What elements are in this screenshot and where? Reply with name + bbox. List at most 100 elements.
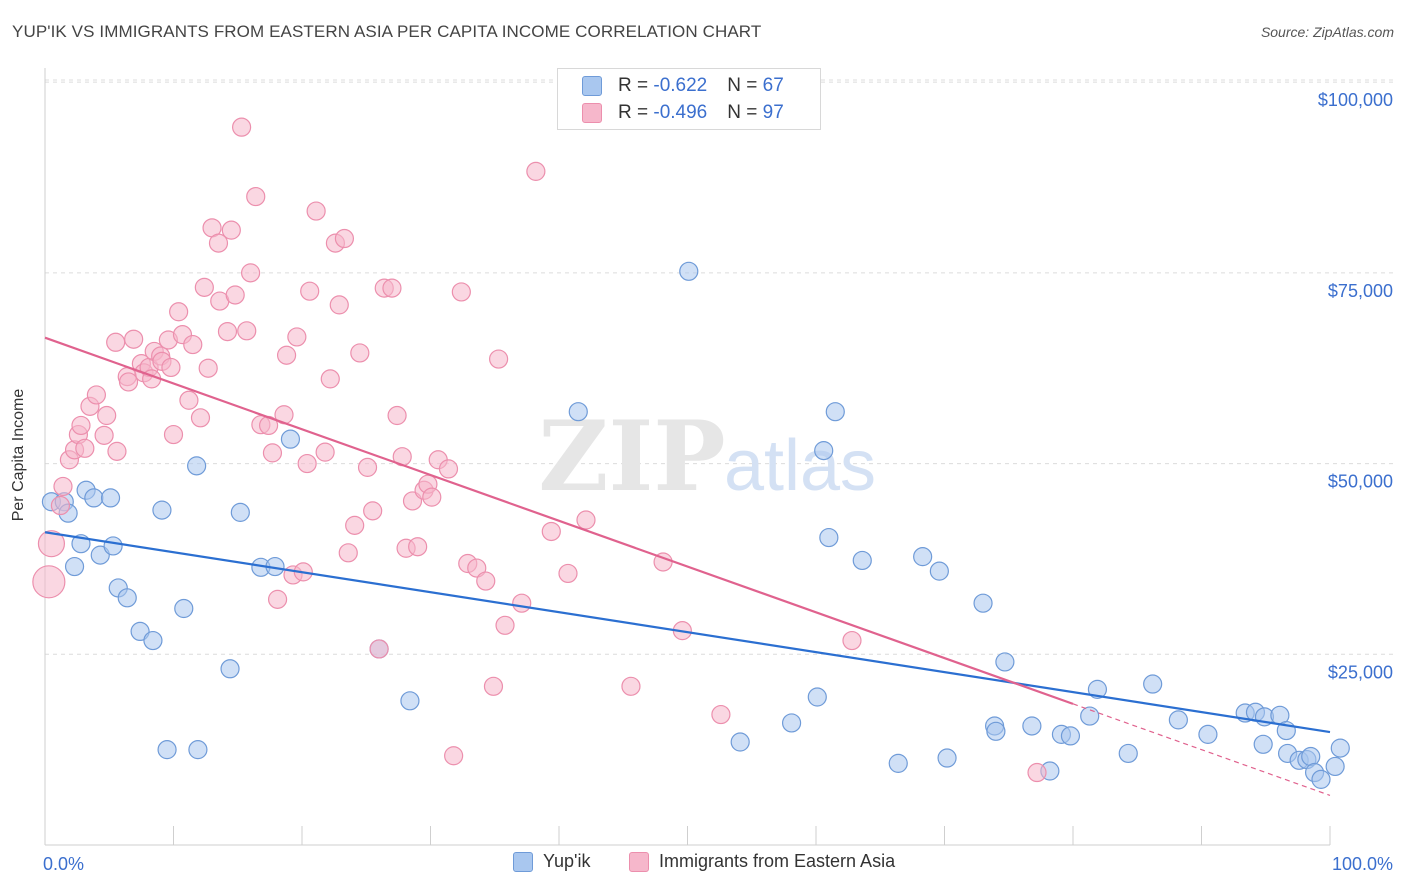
- yupik-point: [187, 456, 207, 476]
- eastern-asia-point: [300, 281, 320, 301]
- eastern-asia-point: [53, 476, 73, 497]
- eastern-asia-trend-line: [44, 336, 1074, 705]
- eastern-asia-point: [118, 372, 139, 392]
- yupik-point: [781, 713, 802, 733]
- yupik-point: [64, 556, 85, 577]
- eastern-asia-point: [541, 521, 561, 542]
- y-tick-label: $50,000: [1328, 472, 1393, 492]
- yupik-point: [937, 748, 957, 768]
- yupik-point: [220, 659, 240, 679]
- eastern-asia-point: [163, 424, 184, 445]
- yupik-point: [1253, 734, 1273, 754]
- source-label: Source: ZipAtlas.com: [1260, 24, 1394, 40]
- eastern-asia-point: [106, 332, 126, 352]
- legend-item-yupik[interactable]: Yup'ik: [513, 851, 590, 872]
- n-label: N =: [727, 75, 763, 96]
- n-label: N =: [727, 102, 763, 123]
- eastern-asia-point: [161, 357, 181, 378]
- yupik-point: [888, 753, 908, 773]
- stats-row-eastern-asia: R = -0.496 N = 97: [582, 100, 784, 126]
- eastern-asia-point: [94, 425, 114, 445]
- eastern-asia-point: [329, 295, 349, 315]
- eastern-asia-point: [246, 186, 266, 207]
- eastern-asia-point: [711, 704, 731, 725]
- eastern-asia-point: [357, 457, 378, 477]
- yupik-point: [913, 547, 933, 567]
- eastern-asia-point: [198, 358, 218, 378]
- eastern-asia-point: [444, 746, 464, 766]
- eastern-asia-point: [37, 530, 66, 558]
- eastern-asia-point: [489, 349, 509, 369]
- yupik-point: [1143, 674, 1163, 694]
- eastern-asia-point: [287, 327, 307, 347]
- series-legend: Yup'ik Immigrants from Eastern Asia: [0, 851, 1406, 877]
- eastern-asia-point: [124, 329, 144, 349]
- eastern-asia-point: [438, 459, 459, 479]
- yupik-point: [852, 550, 872, 571]
- legend-item-eastern-asia[interactable]: Immigrants from Eastern Asia: [629, 851, 895, 872]
- eastern-asia-point: [476, 571, 496, 591]
- eastern-asia-point: [408, 537, 428, 557]
- eastern-asia-point: [262, 443, 283, 463]
- eastern-asia-point: [267, 589, 288, 609]
- eastern-asia-point: [451, 282, 471, 302]
- yupik-point: [995, 652, 1015, 672]
- eastern-asia-trend-extension: [1072, 703, 1331, 796]
- eastern-asia-point: [483, 676, 504, 696]
- x-tick-label-min: 0.0%: [43, 854, 84, 874]
- yupik-point: [1168, 710, 1188, 730]
- eastern-asia-point: [345, 515, 365, 535]
- yupik-point: [730, 732, 750, 752]
- eastern-asia-point: [558, 563, 578, 584]
- yupik-point: [1198, 724, 1218, 744]
- eastern-asia-point: [334, 228, 355, 249]
- yupik-point: [1087, 679, 1108, 699]
- yupik-point: [143, 630, 163, 651]
- eastern-asia-point: [315, 442, 335, 462]
- yupik-point: [157, 740, 177, 760]
- yupik-point: [814, 441, 834, 461]
- x-tick-label-max: 100.0%: [1332, 854, 1393, 874]
- n-value: 97: [762, 102, 784, 123]
- eastern-asia-point: [32, 565, 66, 599]
- yupik-point: [1060, 726, 1081, 746]
- eastern-asia-point: [382, 278, 402, 298]
- yupik-point: [103, 536, 123, 556]
- r-label: R =: [618, 102, 654, 123]
- yupik-point: [1301, 746, 1321, 767]
- yupik-point: [1080, 706, 1100, 726]
- stats-row-yupik: R = -0.622 N = 67: [582, 73, 784, 99]
- eastern-asia-point: [190, 408, 211, 428]
- watermark-atlas: atlas: [724, 426, 876, 506]
- eastern-asia-point: [237, 321, 257, 341]
- eastern-asia-point: [576, 510, 596, 530]
- eastern-asia-point: [169, 302, 189, 322]
- watermark-zip: ZIP: [538, 400, 725, 513]
- yupik-point: [819, 527, 839, 548]
- chart-title: YUP'IK VS IMMIGRANTS FROM EASTERN ASIA P…: [12, 22, 762, 41]
- eastern-asia-point: [241, 263, 261, 283]
- stats-swatch-pink: [582, 103, 602, 123]
- y-tick-label: $100,000: [1318, 90, 1393, 110]
- eastern-asia-point: [107, 441, 127, 461]
- eastern-asia-point: [71, 415, 91, 436]
- eastern-asia-point: [1027, 762, 1047, 783]
- eastern-asia-point: [338, 543, 358, 563]
- eastern-asia-point: [320, 369, 340, 389]
- eastern-asia-point: [512, 593, 532, 613]
- eastern-asia-point: [50, 495, 71, 516]
- eastern-asia-point: [221, 220, 241, 240]
- yupik-point: [188, 740, 208, 760]
- eastern-asia-point: [350, 343, 370, 363]
- yupik-point: [174, 598, 194, 619]
- y-tick-label: $75,000: [1328, 281, 1393, 301]
- yupik-point: [1022, 716, 1042, 736]
- y-tick-label: $25,000: [1328, 662, 1393, 682]
- eastern-asia-point: [297, 453, 317, 474]
- eastern-asia-point: [86, 385, 107, 405]
- legend-label-yupik: Yup'ik: [543, 851, 591, 871]
- yupik-point: [100, 488, 121, 508]
- yupik-point: [400, 691, 420, 711]
- yupik-point: [807, 687, 827, 707]
